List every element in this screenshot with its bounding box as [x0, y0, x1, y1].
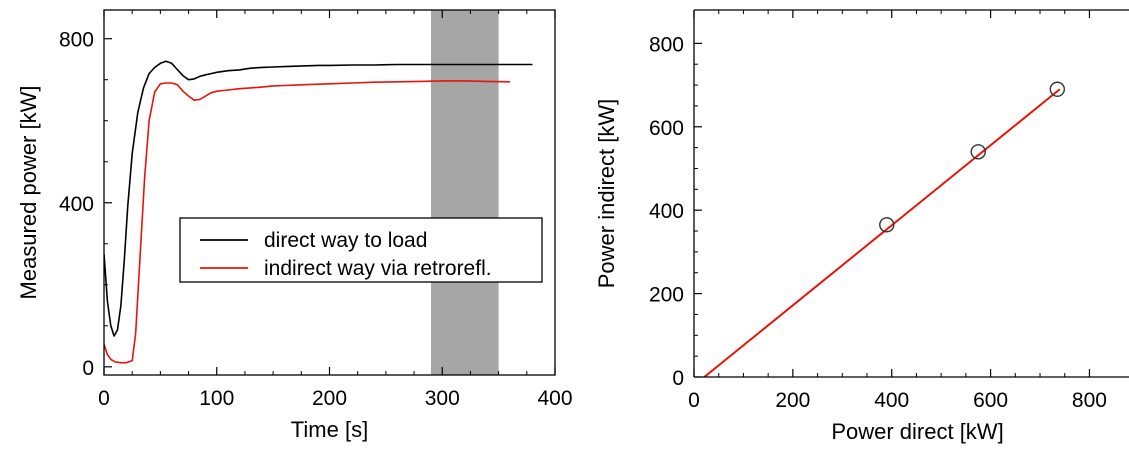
y-tick-label: 800	[59, 29, 94, 52]
chart-panel-1: 0 200 400 600 800 0 200 400 600 800 Power direct […	[594, 9, 1129, 444]
plot-area	[104, 10, 533, 375]
x-tick-label: 100	[199, 387, 234, 410]
x-axis-label: Power direct [kW]	[831, 419, 1003, 444]
y-tick-label: 400	[59, 193, 94, 216]
x-tick-label: 200	[775, 389, 810, 412]
series-line-0	[104, 60, 533, 337]
y-tick-label: 200	[649, 284, 684, 307]
fit-line	[702, 88, 1061, 377]
x-tick-label: 0	[688, 389, 700, 412]
chart-panel-0: 0 100 200 300 400 0 400 800 Time [s] Measured pow…	[16, 9, 573, 442]
x-tick-label: 300	[425, 387, 460, 410]
x-axis-label: Time [s]	[291, 417, 368, 442]
x-tick-label: 800	[1072, 389, 1107, 412]
y-tick-label: 800	[649, 33, 684, 56]
data-point-1	[970, 144, 986, 160]
x-tick-label: 400	[874, 389, 909, 412]
x-tick-label: 200	[312, 387, 347, 410]
legend: direct way to load indirect way via retro…	[179, 217, 543, 283]
legend-box	[179, 217, 543, 283]
y-tick-label: 600	[649, 117, 684, 140]
series-line-1	[104, 80, 510, 364]
y-axis-label: Measured power [kW]	[16, 86, 41, 300]
y-tick-label: 400	[649, 200, 684, 223]
y-tick-label: 0	[82, 357, 94, 380]
x-tick-label: 0	[98, 387, 110, 410]
y-tick-label: 0	[672, 367, 684, 390]
plot-area	[702, 81, 1066, 377]
x-tick-label: 600	[973, 389, 1008, 412]
data-point-0	[879, 217, 895, 233]
data-point-2	[1049, 81, 1066, 97]
legend-label-1: indirect way via retrorefl.	[264, 257, 492, 280]
x-tick-label: 400	[537, 387, 572, 410]
shaded-region	[430, 10, 499, 375]
legend-label-0: direct way to load	[264, 229, 427, 252]
y-axis-label: Power indirect [kW]	[594, 99, 619, 289]
